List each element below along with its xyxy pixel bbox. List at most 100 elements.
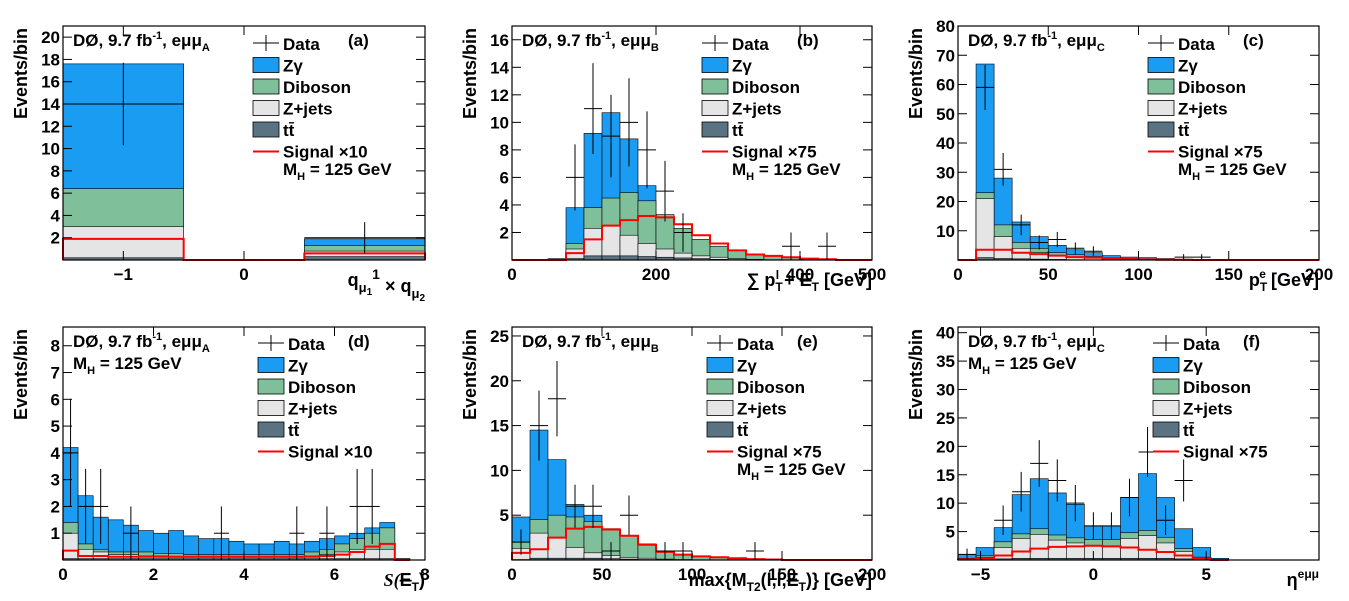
xlabel-sub: T [799,580,807,594]
y-tick-label: 20 [936,437,955,456]
xlabel-sup: e [1259,267,1266,281]
xlabel-sub: T [775,280,783,294]
xlabel-sub: T2 [747,580,761,594]
mass-sub: H [87,365,95,377]
xlabel-sub2: 2 [419,293,425,304]
experiment-name: DØ, 9.7 fb [968,332,1047,351]
data-point [304,222,425,254]
legend-zjets-swatch [701,100,729,116]
data-point [1012,214,1031,236]
mass-value: = 125 GeV [95,354,182,373]
zjets-bar [1120,538,1139,561]
x-axis-label: S(ET) [384,570,425,594]
zjets-bar [1138,535,1157,561]
data-point [1084,512,1103,540]
panel-b: 2 4 6 8 10 12 14 16 0 200 400 500 Events/bin ∑ pTl + … [460,25,886,294]
panel-label: (f) [1243,332,1260,351]
mass-sub: H [751,471,759,483]
data-point [1048,459,1067,502]
data-point [289,506,305,560]
x-tick-label: 0 [507,565,516,584]
y-tick-label: 80 [936,17,955,36]
y-tick-label: 15 [490,417,509,436]
legend-diboson-swatch [257,378,285,395]
xlabel-sup: l [776,268,779,282]
experiment-name: DØ, 9.7 fb [73,332,152,351]
data-point [620,495,638,535]
data-point [1030,440,1049,487]
y-tick-label: 12 [490,86,509,105]
legend-ttbar-swatch [701,121,729,138]
mass-symbol: M [283,160,297,179]
xlabel-sub: T [412,580,420,594]
legend-zgamma-label: Zγ [732,57,752,76]
y-axis-label: Events/bin [11,329,31,420]
y-tick-label: 5 [500,506,509,525]
data-point [512,529,530,555]
y-tick-label: 16 [490,31,509,50]
legend-zjets-label: Z+jets [732,100,782,119]
legend-ttbar-swatch [257,421,285,438]
mass-value: = 125 GeV [990,354,1077,373]
x-axis-label: qμ11 × qμ2 [348,266,426,304]
mass-symbol: M [737,460,751,479]
y-tick-label: 25 [936,409,955,428]
x-tick-label: 50 [1039,265,1058,284]
legend-ttbar-label: tt̄ [732,121,744,140]
mass-symbol: M [732,160,746,179]
data-point [674,542,692,560]
channel-sub: A [202,343,210,355]
y-tick-label: 16 [41,73,60,92]
legend: Data Zγ Diboson Z+jets tt̄ Signal ×75 [1147,35,1263,162]
legend-ttbar-label: tt̄ [1183,421,1195,440]
xlabel-part: ) [419,570,425,590]
data-point [364,468,380,544]
mass-label: MH = 125 GeV [732,160,841,183]
data-point [1066,242,1085,255]
legend: Data Zγ Diboson Z+jets tt̄ Signal ×10 [257,335,373,462]
legend-zgamma-swatch [1147,57,1175,73]
channel-sub: C [1097,42,1105,54]
zjets-bar [601,225,621,261]
data-point [1030,235,1049,250]
legend-zgamma-swatch [1152,357,1180,373]
xlabel-sup: eμμ [1298,567,1319,581]
lumi-sup: -1 [601,30,611,42]
experiment-label: DØ, 9.7 fb-1, eμμA [73,331,210,355]
mass-sub: H [982,365,990,377]
legend-data-label: Data [732,35,769,54]
zjets-bar [529,532,549,561]
zjets-bar [975,198,995,261]
legend-zjets-swatch [252,100,280,116]
mass-sub: H [297,171,305,183]
ttbar-bar [583,255,603,261]
mass-sub: H [746,171,754,183]
y-tick-label: 15 [936,466,955,485]
x-tick-label: 150 [1215,265,1243,284]
legend-ttbar-label: tt̄ [288,421,300,440]
data-point [994,505,1013,535]
mass-symbol: M [73,354,87,373]
mass-label: MH = 125 GeV [737,460,846,483]
zjets-bar [1011,538,1031,561]
data-point [213,506,229,560]
legend-zjets-swatch [257,400,285,416]
legend-zgamma-label: Zγ [1178,57,1198,76]
panel-label: (d) [348,332,370,351]
data-point [584,484,602,528]
legend-zgamma-swatch [701,57,729,73]
mass-label: MH = 125 GeV [73,354,182,377]
y-tick-label: 35 [936,352,955,371]
legend-zjets-label: Z+jets [283,100,333,119]
data-point [602,542,620,560]
y-tick-label: 5 [946,523,955,542]
x-tick-label: 0 [58,565,67,584]
lumi-sup: -1 [601,331,611,343]
y-tick-label: 5 [51,417,60,436]
legend-zjets-label: Z+jets [1178,100,1228,119]
y-tick-label: 50 [936,105,955,124]
legend-zgamma-swatch [706,357,734,373]
y-tick-label: 2 [51,229,60,248]
x-tick-label: 200 [1305,265,1333,284]
